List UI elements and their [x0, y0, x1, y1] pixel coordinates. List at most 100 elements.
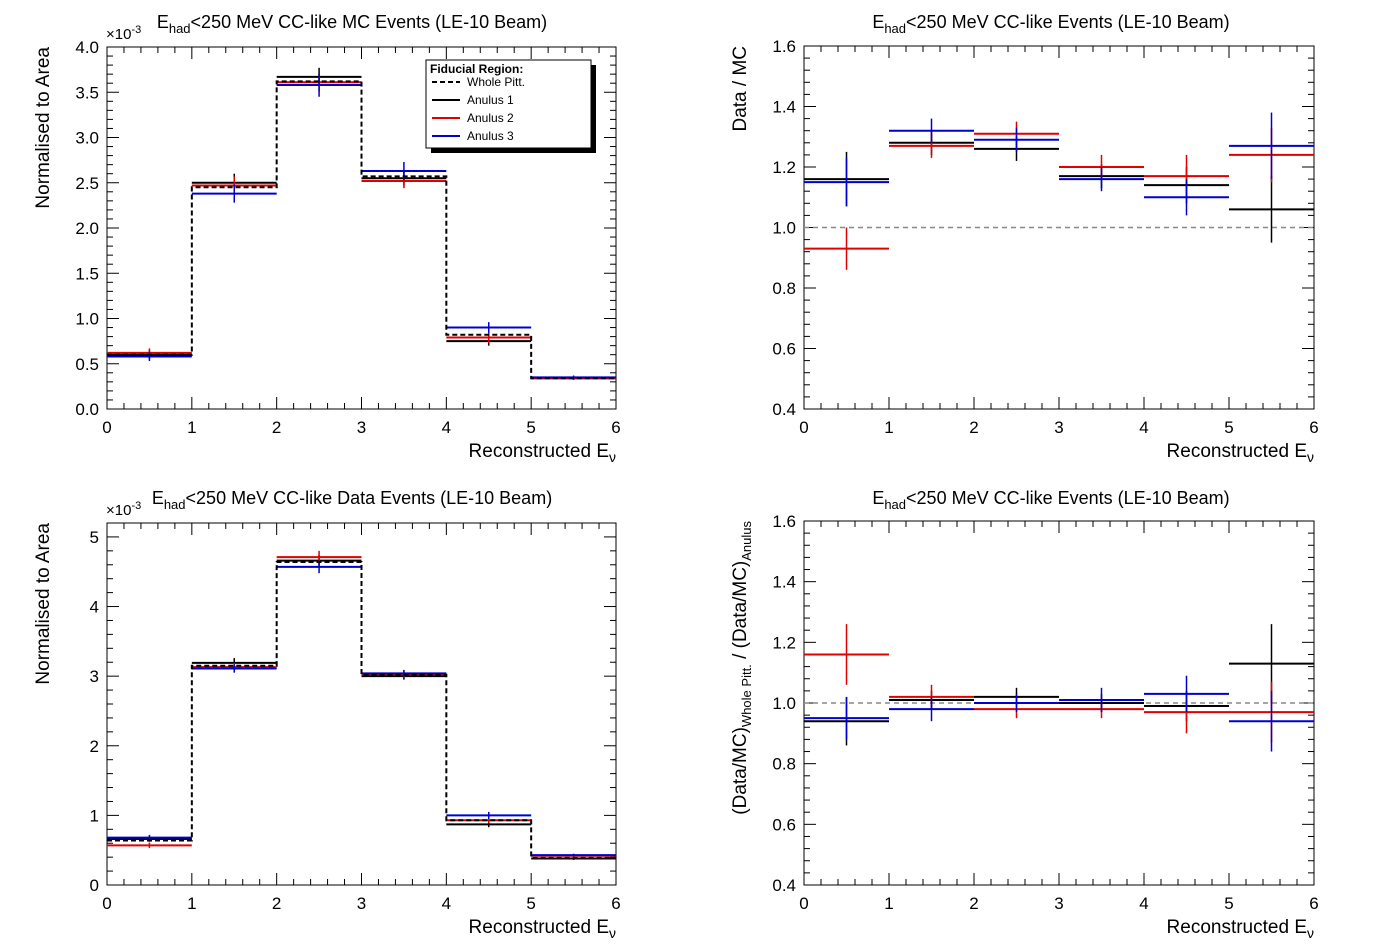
- title-part: E: [152, 488, 164, 508]
- y-tick-label: 0.8: [772, 755, 796, 774]
- exponent-power: -3: [131, 24, 141, 36]
- x-tick-label: 3: [1054, 418, 1063, 437]
- x-tick-label: 2: [969, 894, 978, 913]
- x-tick-label: 4: [442, 894, 451, 913]
- legend-title: Fiducial Region:: [430, 62, 523, 76]
- x-tick-label: 6: [1309, 418, 1318, 437]
- x-axis-label: Reconstructed Eν: [469, 441, 616, 465]
- y-tick-label: 0.4: [772, 876, 796, 895]
- title-part: E: [872, 12, 884, 32]
- panel-data-events: Ehad<250 MeV CC-like Data Events (LE-10 …: [33, 488, 621, 941]
- x-axis-label-subscript: ν: [609, 925, 616, 941]
- chart-title: Ehad<250 MeV CC-like Events (LE-10 Beam): [872, 12, 1229, 36]
- y-tick-label: 0.0: [75, 400, 99, 419]
- x-tick-label: 1: [884, 894, 893, 913]
- x-tick-label: 3: [357, 894, 366, 913]
- y-tick-label: 2.0: [75, 219, 99, 238]
- x-tick-label: 4: [1139, 894, 1148, 913]
- y-axis-label-subscript: Anulus: [739, 521, 754, 561]
- exponent-base: ×10: [106, 26, 131, 43]
- y-tick-label: 0: [90, 876, 99, 895]
- x-axis-label: Reconstructed Eν: [1167, 441, 1314, 465]
- y-tick-label: 0.6: [772, 815, 796, 834]
- y-tick-label: 1.0: [772, 219, 796, 238]
- x-tick-label: 0: [102, 894, 111, 913]
- x-tick-label: 2: [272, 418, 281, 437]
- x-axis-label-text: Reconstructed E: [469, 917, 609, 938]
- chart-title: Ehad<250 MeV CC-like Data Events (LE-10 …: [152, 488, 552, 512]
- chart-title: Ehad<250 MeV CC-like MC Events (LE-10 Be…: [157, 12, 547, 36]
- x-tick-label: 0: [799, 894, 808, 913]
- y-tick-label: 0.8: [772, 279, 796, 298]
- y-tick-label: 1.0: [772, 694, 796, 713]
- title-subscript: had: [884, 21, 906, 36]
- y-tick-label: 5: [90, 528, 99, 547]
- y-tick-label: 3: [90, 667, 99, 686]
- x-tick-label: 1: [187, 418, 196, 437]
- x-axis-label-subscript: ν: [1307, 925, 1314, 941]
- title-part: E: [872, 488, 884, 508]
- chart-marks: [804, 624, 1314, 752]
- y-tick-label: 0.5: [75, 355, 99, 374]
- x-tick-label: 3: [1054, 894, 1063, 913]
- title-part: <250 MeV CC-like Events (LE-10 Beam): [906, 12, 1230, 32]
- x-tick-label: 1: [884, 418, 893, 437]
- y-tick-label: 0.4: [772, 400, 796, 419]
- x-axis-label-text: Reconstructed E: [1167, 917, 1307, 938]
- x-tick-label: 5: [1224, 894, 1233, 913]
- y-tick-label: 3.5: [75, 83, 99, 102]
- legend: Fiducial Region:Whole Pitt. Anulus 1 Anulu…: [425, 59, 596, 153]
- x-tick-label: 6: [611, 418, 620, 437]
- legend-entry-label: Whole Pitt.: [467, 75, 525, 89]
- y-tick-label: 4.0: [75, 38, 99, 57]
- y-tick-label: 1.2: [772, 158, 796, 177]
- y-tick-label: 1.6: [772, 512, 796, 531]
- y-axis-label: Data / MC: [730, 46, 751, 132]
- x-axis-label-text: Reconstructed E: [469, 441, 609, 462]
- y-tick-label: 0.6: [772, 340, 796, 359]
- x-axis-label-text: Reconstructed E: [1167, 441, 1307, 462]
- x-tick-label: 2: [272, 894, 281, 913]
- histogram-whole-pitt: [107, 80, 616, 380]
- title-part: <250 MeV CC-like MC Events (LE-10 Beam): [191, 12, 548, 32]
- x-tick-label: 0: [102, 418, 111, 437]
- y-tick-label: 1: [90, 806, 99, 825]
- y-axis-label: (Data/MC)Whole Pitt. / (Data/MC)Anulus: [730, 521, 754, 815]
- legend-box: [425, 59, 592, 149]
- chart-marks: [107, 550, 616, 860]
- title-part: <250 MeV CC-like Events (LE-10 Beam): [906, 488, 1230, 508]
- y-tick-label: 1.0: [75, 310, 99, 329]
- x-tick-label: 5: [1224, 418, 1233, 437]
- y-tick-label: 2.5: [75, 174, 99, 193]
- y-tick-label: 4: [90, 598, 99, 617]
- x-tick-label: 1: [187, 894, 196, 913]
- y-axis-label-text: Data / MC: [730, 46, 751, 132]
- histogram-whole-pitt: [107, 560, 616, 859]
- y-tick-label: 2: [90, 737, 99, 756]
- title-subscript: had: [164, 497, 186, 512]
- legend-entry-label: Anulus 2: [467, 111, 514, 125]
- y-tick-label: 1.4: [772, 98, 796, 117]
- y-axis-label-text: Normalised to Area: [33, 47, 54, 209]
- x-tick-label: 3: [357, 418, 366, 437]
- axis-exponent: ×10-3: [106, 24, 141, 43]
- x-axis-label: Reconstructed Eν: [469, 917, 616, 941]
- x-tick-label: 6: [1309, 894, 1318, 913]
- title-subscript: had: [169, 21, 191, 36]
- title-subscript: had: [884, 497, 906, 512]
- panel-mc-events: Ehad<250 MeV CC-like MC Events (LE-10 Be…: [33, 12, 621, 465]
- y-axis-label: Normalised to Area: [33, 523, 54, 685]
- x-tick-label: 4: [442, 418, 451, 437]
- legend-entry-label: Anulus 3: [467, 129, 514, 143]
- y-axis-label-text: (Data/MC): [730, 727, 751, 815]
- chart-marks: [804, 112, 1314, 270]
- panel-data-mc-ratio: Ehad<250 MeV CC-like Events (LE-10 Beam)…: [730, 12, 1319, 465]
- y-axis-label: Normalised to Area: [33, 47, 54, 209]
- x-axis-label: Reconstructed Eν: [1167, 917, 1314, 941]
- axis-exponent: ×10-3: [106, 500, 141, 519]
- y-axis-label-text: / (Data/MC): [730, 561, 751, 664]
- y-tick-label: 1.6: [772, 37, 796, 56]
- title-part: <250 MeV CC-like Data Events (LE-10 Beam…: [186, 488, 553, 508]
- chart-title: Ehad<250 MeV CC-like Events (LE-10 Beam): [872, 488, 1229, 512]
